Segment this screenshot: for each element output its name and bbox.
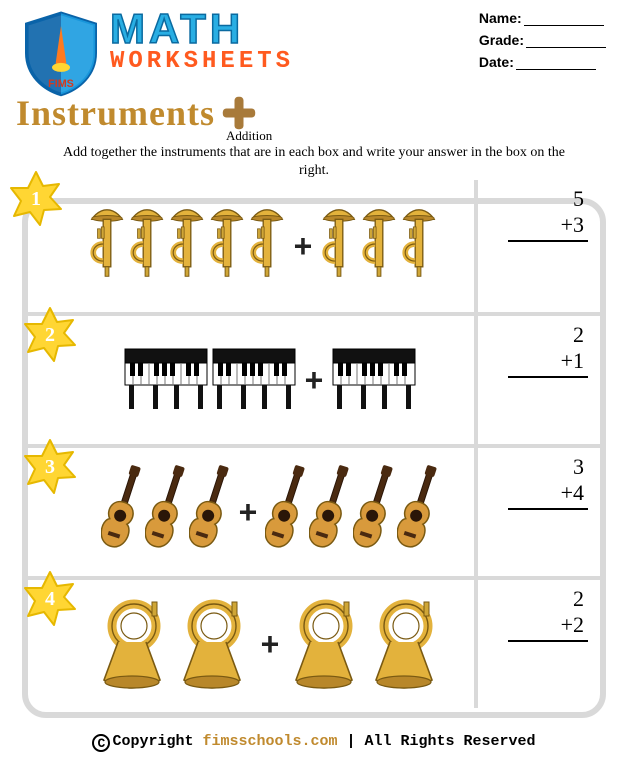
- row-number: 3: [22, 438, 78, 494]
- worksheet-rows: 1 + 5 +3 2: [12, 180, 606, 708]
- operation-label: Addition: [226, 128, 628, 144]
- trumpet-icon: [168, 204, 206, 289]
- addend-b: +4: [561, 480, 588, 506]
- trumpet-icon: [208, 204, 246, 289]
- trumpet-icon: [360, 204, 398, 289]
- addend-a: 2: [573, 586, 588, 612]
- problem-row: 4 + 2 +2: [26, 576, 606, 708]
- horn-icon: [95, 594, 173, 695]
- problem-row: 2 + 2 +1: [26, 312, 606, 444]
- horn-icon: [367, 594, 445, 695]
- title-main: MATH: [110, 8, 294, 50]
- sum-line[interactable]: [508, 240, 588, 242]
- blank-line[interactable]: [524, 25, 604, 26]
- instrument-group: +: [26, 316, 474, 444]
- row-number: 4: [22, 570, 78, 626]
- addend-b: +2: [561, 612, 588, 638]
- piano-icon: [123, 343, 209, 418]
- addend-a: 5: [573, 186, 588, 212]
- math-column: 2 +2: [478, 580, 606, 708]
- piano-icon: [331, 343, 417, 418]
- row-number-star: 3: [22, 438, 78, 494]
- plus-icon: [221, 95, 257, 131]
- piano-icon: [211, 343, 297, 418]
- logo-label: FIMS: [48, 78, 74, 90]
- guitar-icon: [309, 464, 351, 561]
- row-number-star: 2: [22, 306, 78, 362]
- horn-icon: [287, 594, 365, 695]
- instrument-group: +: [12, 180, 474, 312]
- footer-suffix: | All Rights Reserved: [338, 733, 536, 750]
- trumpet-icon: [400, 204, 438, 289]
- guitar-icon: [265, 464, 307, 561]
- math-column: 5 +3: [478, 180, 606, 312]
- sum-line[interactable]: [508, 376, 588, 378]
- field-label: Grade:: [479, 32, 524, 48]
- horn-icon: [175, 594, 253, 695]
- guitar-icon: [101, 464, 143, 561]
- guitar-icon: [189, 464, 231, 561]
- field-date: Date:: [479, 54, 606, 70]
- title-stack: MATH WORKSHEETS: [110, 8, 294, 75]
- guitar-icon: [397, 464, 439, 561]
- row-number: 2: [22, 306, 78, 362]
- addend-b: +1: [561, 348, 588, 374]
- footer-site: fimsschools.com: [202, 733, 337, 750]
- plus-operator: +: [239, 494, 258, 531]
- copyright-icon: C: [92, 734, 110, 752]
- trumpet-icon: [128, 204, 166, 289]
- problem-row: 3 + 3 +4: [26, 444, 606, 576]
- row-number-star: 1: [8, 170, 64, 226]
- row-number-star: 4: [22, 570, 78, 626]
- header: FIMS MATH WORKSHEETS Name: Grade: Date:: [0, 0, 628, 98]
- field-label: Name:: [479, 10, 522, 26]
- instrument-group: +: [26, 448, 474, 576]
- trumpet-icon: [320, 204, 358, 289]
- addend-a: 2: [573, 322, 588, 348]
- blank-line[interactable]: [516, 69, 596, 70]
- plus-operator: +: [294, 228, 313, 265]
- instrument-group: +: [26, 580, 474, 708]
- addend-a: 3: [573, 454, 588, 480]
- addend-b: +3: [561, 212, 588, 238]
- footer-prefix: Copyright: [112, 733, 202, 750]
- field-name: Name:: [479, 10, 606, 26]
- trumpet-icon: [88, 204, 126, 289]
- sum-line[interactable]: [508, 640, 588, 642]
- problem-row: 1 + 5 +3: [12, 180, 606, 312]
- school-logo: FIMS: [16, 8, 106, 98]
- math-column: 3 +4: [478, 448, 606, 576]
- math-column: 2 +1: [478, 316, 606, 444]
- plus-operator: +: [261, 626, 280, 663]
- title-sub: WORKSHEETS: [110, 48, 294, 75]
- field-grade: Grade:: [479, 32, 606, 48]
- sum-line[interactable]: [508, 508, 588, 510]
- row-number: 1: [8, 170, 64, 226]
- trumpet-icon: [248, 204, 286, 289]
- header-fields: Name: Grade: Date:: [479, 10, 606, 76]
- guitar-icon: [145, 464, 187, 561]
- blank-line[interactable]: [526, 47, 606, 48]
- instructions: Add together the instruments that are in…: [0, 144, 628, 180]
- plus-operator: +: [305, 362, 324, 399]
- footer: CCopyright fimsschools.com | All Rights …: [0, 733, 628, 752]
- field-label: Date:: [479, 54, 514, 70]
- subject-title: Instruments: [16, 92, 215, 134]
- guitar-icon: [353, 464, 395, 561]
